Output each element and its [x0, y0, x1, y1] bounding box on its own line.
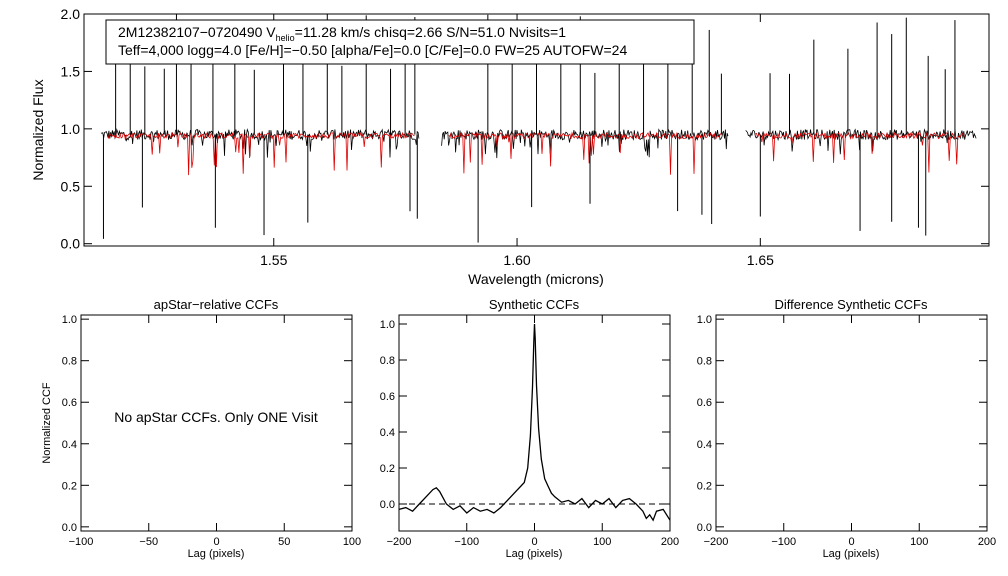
difference-ccf-xlabel: Lag (pixels) — [823, 548, 880, 560]
model-spectrum-chip-1 — [107, 131, 415, 176]
synthetic-ccf-ytick-label: 0.0 — [380, 499, 395, 511]
difference-ccf-ytick-label: 0.6 — [697, 397, 712, 409]
spectrum-ytick-label: 1.5 — [61, 63, 81, 79]
apstar-ccf-ytick-label: 0.2 — [62, 480, 77, 492]
difference-ccf-xtick-label: −100 — [771, 536, 796, 548]
synthetic-ccf-xtick-label: 200 — [661, 536, 679, 548]
difference-ccf-panel: −200 −100 0 100 200 0.0 0.2 0.4 0.6 0.8 1.0 Differ… — [697, 297, 996, 560]
apstar-ccf-annotation: No apStar CCFs. Only ONE Visit — [114, 409, 318, 425]
observed-spectrum-chip-1 — [100, 128, 420, 158]
difference-ccf-ytick-label: 0.4 — [697, 439, 712, 451]
synthetic-ccf-data — [398, 323, 671, 522]
difference-ccf-xtick-label: −200 — [704, 536, 729, 548]
apstar-ccf-ytick-label: 1.0 — [62, 314, 77, 326]
difference-ccf-xtick-label: 100 — [910, 536, 928, 548]
apstar-ccf-title: apStar−relative CCFs — [154, 297, 279, 312]
info-line-1-post: =11.28 km/s chisq=2.66 S/N=51.0 Nvisits=… — [295, 24, 567, 40]
apstar-ccf-axes: −100 −50 0 50 100 0.0 0.2 0.4 0.6 0.8 1.0 — [62, 314, 361, 548]
apstar-ccf-ytick-label: 0.6 — [62, 397, 77, 409]
difference-ccf-xtick-label: 0 — [848, 536, 854, 548]
difference-ccf-ytick-label: 1.0 — [697, 314, 712, 326]
apstar-ccf-xtick-label: −100 — [69, 536, 94, 548]
spectrum-ytick-label: 0.5 — [61, 178, 81, 194]
apstar-ccf-xtick-label: −50 — [139, 536, 158, 548]
synthetic-ccf-panel: −200 −100 0 100 200 0.0 0.2 0.4 0.6 0.8 1.0 Synthe… — [380, 297, 679, 560]
spectrum-plot-frame — [83, 13, 990, 247]
synthetic-ccf-xlabel: Lag (pixels) — [506, 548, 563, 560]
spectrum-panel: 1.55 1.60 1.65 0.0 0.5 1.0 1.5 2.0 Wavelength (… — [30, 6, 990, 287]
synthetic-ccf-xtick-label: 100 — [593, 536, 611, 548]
synthetic-ccf-ytick-label: 0.2 — [380, 463, 395, 475]
difference-ccf-ytick-label: 0.0 — [697, 522, 712, 534]
model-spectrum-chip-2 — [448, 131, 722, 175]
difference-ccf-xtick-label: 200 — [978, 536, 996, 548]
synthetic-ccf-ytick-label: 0.6 — [380, 391, 395, 403]
info-line-2: Teff=4,000 logg=4.0 [Fe/H]=−0.50 [alpha/… — [118, 42, 627, 58]
difference-ccf-ytick-label: 0.8 — [697, 356, 712, 368]
spectrum-xlabel: Wavelength (microns) — [468, 271, 604, 287]
apstar-ccf-ytick-label: 0.0 — [62, 522, 77, 534]
apstar-ccf-ytick-label: 0.4 — [62, 439, 77, 451]
apstar-ccf-ytick-label: 0.8 — [62, 356, 77, 368]
apstar-ccf-xtick-label: 50 — [278, 536, 290, 548]
synthetic-ccf-xtick-label: −100 — [454, 536, 479, 548]
apstar-ccf-xtick-label: 100 — [343, 536, 361, 548]
observed-spectrum-chip-3 — [745, 128, 977, 155]
difference-ccf-title: Difference Synthetic CCFs — [775, 297, 928, 312]
info-line-1-pre: 2M12382107−0720490 V — [118, 24, 276, 40]
spectrum-xtick-label: 1.65 — [747, 252, 774, 268]
spectrum-data — [100, 14, 977, 243]
difference-ccf-ytick-label: 0.2 — [697, 480, 712, 492]
synthetic-ccf-ytick-label: 0.8 — [380, 355, 395, 367]
apstar-ccf-panel: −100 −50 0 50 100 0.0 0.2 0.4 0.6 0.8 1.0 apStar−r… — [41, 297, 361, 560]
info-line-1-sub: helio — [276, 33, 295, 43]
spectrum-axes: 1.55 1.60 1.65 0.0 0.5 1.0 1.5 2.0 — [61, 6, 989, 268]
synthetic-ccf-line-1 — [398, 323, 671, 522]
info-line-1: 2M12382107−0720490 Vhelio=11.28 km/s chi… — [118, 24, 566, 43]
spectrum-ytick-label: 2.0 — [61, 6, 81, 22]
spectrum-ytick-label: 1.0 — [61, 121, 81, 137]
difference-ccf-axes: −200 −100 0 100 200 0.0 0.2 0.4 0.6 0.8 1.0 — [697, 314, 996, 548]
synthetic-ccf-ytick-label: 0.4 — [380, 427, 395, 439]
apstar-ccf-ylabel: Normalized CCF — [41, 382, 53, 464]
synthetic-ccf-xtick-label: 0 — [531, 536, 537, 548]
synthetic-ccf-ytick-label: 1.0 — [380, 319, 395, 331]
apstar-ccf-xlabel: Lag (pixels) — [188, 548, 245, 560]
synthetic-ccf-title: Synthetic CCFs — [489, 297, 580, 312]
spectrum-xtick-label: 1.55 — [260, 252, 287, 268]
info-box — [105, 19, 695, 65]
spectrum-xtick-label: 1.60 — [503, 252, 530, 268]
synthetic-ccf-xtick-label: −200 — [387, 536, 412, 548]
apstar-ccf-xtick-label: 0 — [213, 536, 219, 548]
synthetic-ccf-axes: −200 −100 0 100 200 0.0 0.2 0.4 0.6 0.8 1.0 — [380, 315, 679, 548]
spectrum-ylabel: Normalized Flux — [30, 79, 46, 180]
difference-ccf-frame — [715, 314, 988, 532]
spectrum-ytick-label: 0.0 — [61, 236, 81, 252]
